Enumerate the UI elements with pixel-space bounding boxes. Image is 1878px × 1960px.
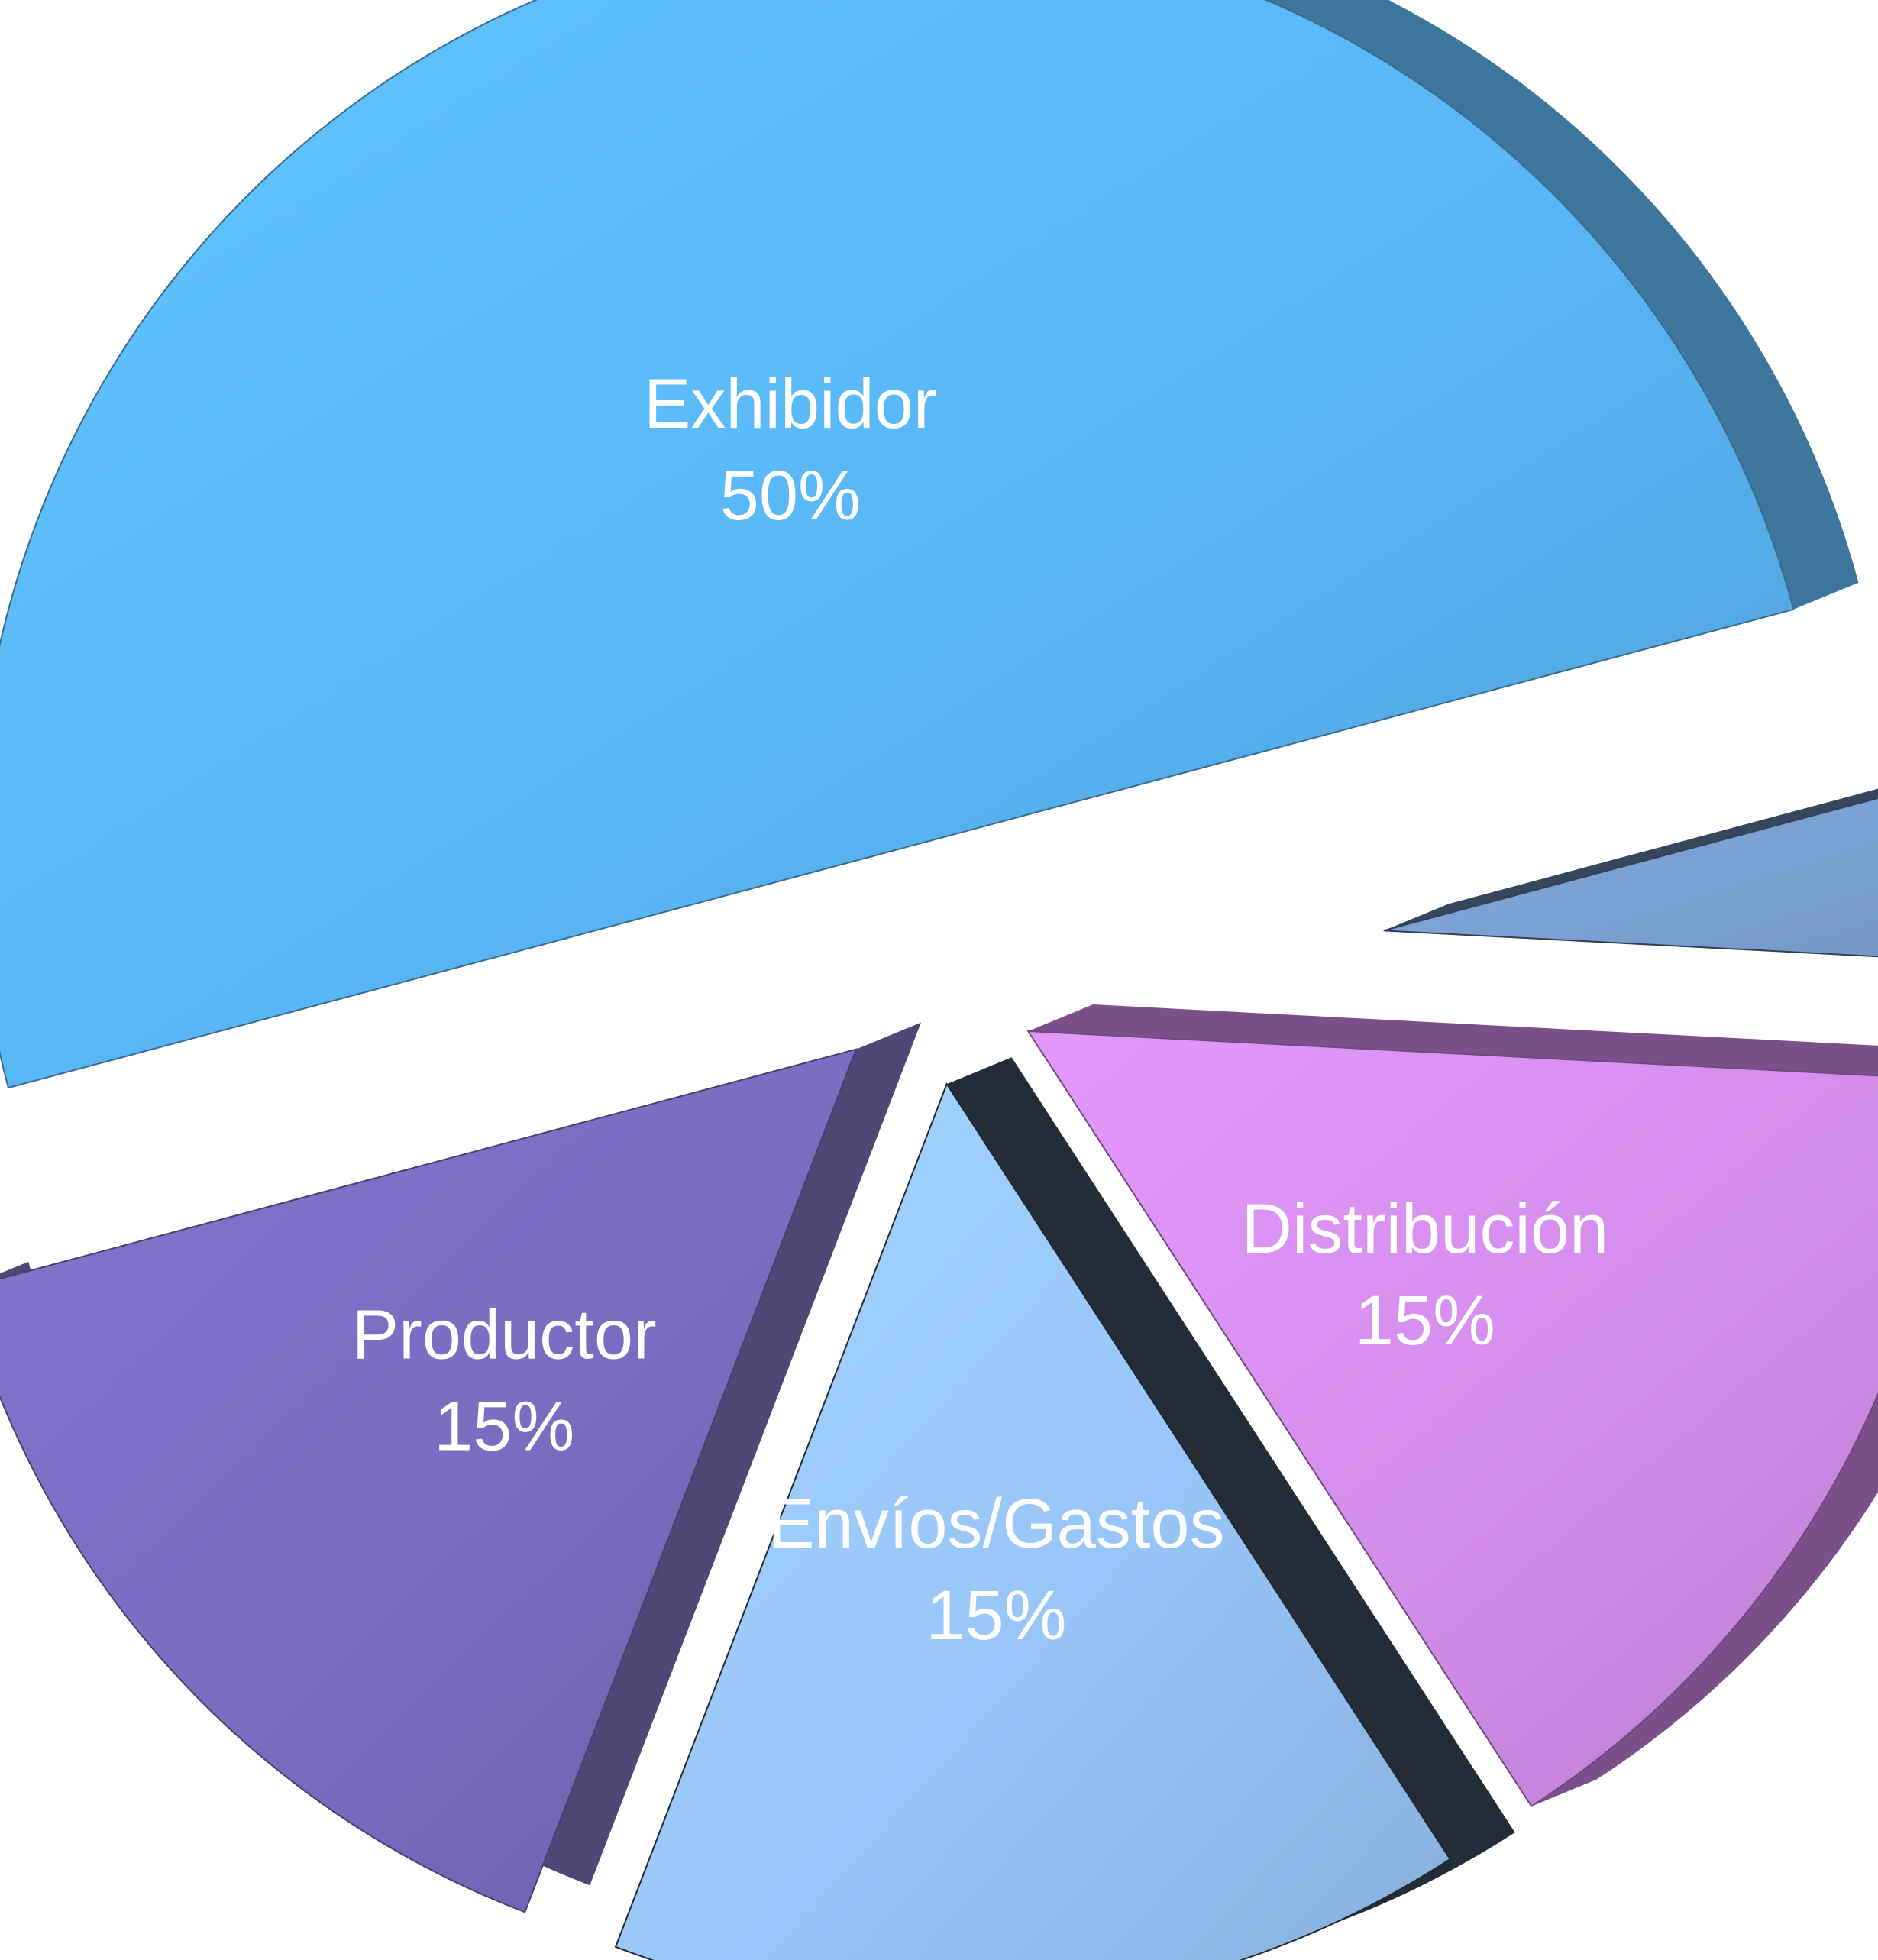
slice-envios-gastos <box>614 1082 1452 1960</box>
slice-productor <box>0 1048 858 1913</box>
slice-label-distribucion: Distribución <box>1242 1190 1609 1268</box>
slice-value-envios-gastos: 15% <box>926 1577 1066 1654</box>
slice-value-exhibidor: 50% <box>720 457 861 535</box>
slice-exhibidor <box>0 0 1795 1089</box>
slice-label-envios-gastos: Envíos/Gastos <box>768 1485 1224 1563</box>
slice-label-exhibidor: Exhibidor <box>644 365 937 443</box>
slice-gastos <box>1383 797 1878 958</box>
slice-labels-layer: Exhibidor50%Gastos5%Distribución15%Envío… <box>352 365 1609 1654</box>
slice-value-distribucion: 15% <box>1355 1282 1495 1360</box>
slice-distribucion <box>1026 1030 1878 1808</box>
slice-value-productor: 15% <box>434 1388 574 1466</box>
slice-label-productor: Productor <box>352 1296 657 1374</box>
